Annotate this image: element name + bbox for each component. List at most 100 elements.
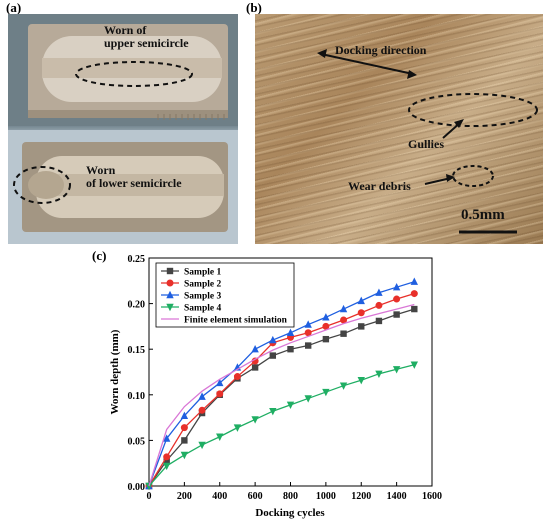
data-point-triangle-down: [251, 416, 259, 424]
data-point-square: [166, 267, 174, 275]
panel-b-label: (b): [246, 0, 262, 15]
data-point-triangle-up: [269, 335, 277, 344]
legend-item: Sample 1: [161, 268, 221, 278]
series-line: [148, 308, 415, 487]
panel-c-label: (c): [92, 248, 107, 263]
legend-label: Sample 1: [184, 268, 221, 278]
x-tick-label: 600: [248, 491, 263, 502]
x-tick-label: 1200: [351, 491, 371, 502]
x-tick-label: 1400: [387, 491, 407, 502]
data-point-circle: [163, 453, 171, 461]
series-4: [145, 361, 419, 491]
data-point-circle: [304, 329, 312, 337]
data-point-triangle-down: [180, 451, 189, 460]
data-point-triangle-down: [375, 370, 383, 379]
data-point-circle: [216, 390, 224, 398]
data-point-square: [181, 437, 188, 444]
data-point-triangle-up: [339, 304, 348, 313]
x-tick-label: 1000: [316, 491, 336, 502]
series-line: [148, 303, 415, 487]
wear-debris-label: Wear debris: [348, 179, 411, 193]
series-line: [148, 292, 415, 487]
series-line: [148, 281, 415, 487]
data-point-triangle-up: [392, 282, 401, 291]
data-point-circle: [357, 309, 365, 317]
data-point-square: [411, 305, 418, 313]
data-point-square: [393, 311, 400, 318]
docking-direction-label: Docking direction: [335, 43, 427, 57]
legend-label: Sample 3: [184, 292, 221, 302]
data-point-circle: [180, 424, 188, 432]
legend-label: Sample 2: [184, 280, 221, 290]
data-point-square: [287, 346, 294, 353]
data-point-square: [304, 342, 312, 349]
data-point-triangle-down: [162, 462, 171, 471]
data-point-triangle-down: [339, 382, 348, 390]
y-tick-label: 0.20: [128, 300, 146, 311]
legend-item: Sample 3: [161, 290, 221, 302]
data-point-triangle-up: [216, 378, 224, 387]
data-point-square: [269, 352, 277, 359]
data-point-triangle-up: [198, 392, 206, 400]
lower-wear-marker: [13, 166, 71, 204]
data-point-square: [375, 317, 383, 325]
data-point-square: [340, 330, 347, 337]
data-point-circle: [322, 322, 330, 330]
data-point-circle: [393, 295, 401, 303]
y-tick-label: 0.15: [128, 345, 146, 356]
data-point-triangle-down: [357, 377, 365, 385]
data-point-triangle-up: [322, 313, 330, 321]
data-point-circle: [233, 373, 241, 381]
data-point-circle: [375, 301, 383, 309]
panel-a-label: (a): [6, 0, 22, 15]
data-point-triangle-down: [269, 408, 277, 416]
x-axis-label: Docking cycles: [255, 507, 325, 519]
photo-a-drawing: [8, 14, 238, 244]
x-tick-label: 1600: [422, 491, 442, 502]
data-point-triangle-down: [322, 388, 330, 397]
data-point-circle: [251, 357, 259, 365]
legend-item: Sample 2: [161, 279, 221, 290]
data-point-triangle-down: [410, 361, 419, 369]
y-tick-label: 0.25: [128, 254, 146, 265]
debris-marker: [452, 165, 494, 187]
data-point-square: [251, 364, 259, 371]
gullies-label: Gullies: [408, 137, 445, 151]
upper-wear-caption-line2: upper semicircle: [104, 36, 189, 51]
data-point-triangle-up: [166, 290, 174, 299]
x-tick-label: 200: [177, 491, 192, 502]
y-axis-label: Worn depth (mm): [109, 329, 121, 414]
upper-wear-caption-line1: Worn of: [104, 23, 147, 37]
data-point-triangle-up: [304, 320, 312, 328]
series-3: [145, 277, 419, 490]
legend-item: Sample 4: [161, 304, 221, 314]
data-point-triangle-down: [166, 303, 174, 312]
data-point-circle: [166, 279, 174, 287]
data-point-triangle-up: [375, 288, 383, 296]
micrograph-photo: Docking direction Gullies Wear debris 0.…: [255, 14, 543, 244]
data-point-triangle-down: [198, 441, 206, 450]
data-point-square: [322, 335, 330, 343]
data-point-triangle-down: [392, 366, 401, 374]
gullies-marker: [408, 93, 538, 127]
data-point-triangle-up: [357, 296, 365, 305]
series-line: [148, 364, 415, 487]
photo-b-annotations: [317, 49, 538, 234]
data-point-square: [358, 323, 365, 330]
legend-label: Sample 4: [184, 304, 221, 314]
y-tick-label: 0.05: [128, 436, 146, 447]
data-point-triangle-up: [162, 434, 171, 442]
upper-wear-marker: [75, 61, 193, 87]
data-point-triangle-down: [286, 401, 295, 410]
lower-wear-caption-line1: Worn: [86, 163, 116, 177]
data-point-triangle-down: [233, 424, 242, 432]
x-tick-label: 0: [147, 491, 152, 502]
scale-label: 0.5mm: [461, 207, 505, 223]
legend-item: Finite element simulation: [161, 316, 288, 326]
data-point-triangle-up: [251, 345, 259, 353]
data-point-triangle-up: [286, 328, 295, 336]
wear-depth-chart: 0.00 0.05 0.10 0.15 0.20 0.25 0 200 400 600 800 10…: [0, 246, 550, 527]
lower-wear-caption-line2: of lower semicircle: [86, 176, 182, 191]
worn-parts-photo: Worn of upper semicircle Worn of lower s…: [8, 14, 238, 244]
y-tick-label: 0.10: [128, 391, 146, 402]
